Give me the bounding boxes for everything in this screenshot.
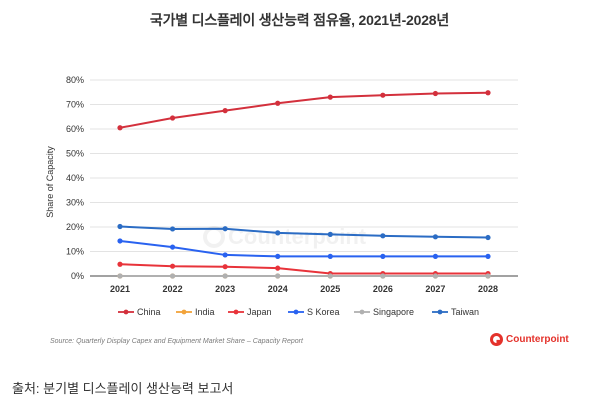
data-point-japan (169, 263, 176, 269)
legend-label-china: China (137, 307, 161, 317)
legend-marker-japan (233, 309, 239, 315)
data-point-singapore (117, 273, 123, 279)
legend-label-india: India (195, 307, 215, 317)
legend-label-s-korea: S Korea (307, 307, 340, 317)
series-line-taiwan (119, 225, 489, 239)
source-caption: 출처: 분기별 디스플레이 생산능력 보고서 (12, 381, 234, 396)
data-point-taiwan (432, 234, 439, 240)
y-tick-label: 20% (66, 222, 84, 232)
data-point-china (117, 125, 123, 131)
data-point-singapore (380, 273, 386, 279)
chart-card: 국가별 디스플레이 생산능력 점유율, 2021년-2028년 Counterp… (6, 4, 593, 360)
data-point-taiwan (380, 233, 386, 239)
data-point-s-korea (485, 253, 491, 259)
data-point-china (432, 90, 439, 97)
y-tick-label: 10% (66, 247, 84, 257)
data-point-taiwan (485, 234, 491, 241)
data-point-s-korea (222, 252, 228, 258)
y-tick-label: 30% (66, 198, 84, 208)
y-axis-label: Share of Capacity (45, 146, 55, 218)
series-line-china (119, 91, 489, 129)
data-point-taiwan (222, 226, 228, 232)
data-point-singapore (432, 273, 439, 279)
legend-label-taiwan: Taiwan (451, 307, 479, 317)
series-line-s-korea (119, 239, 488, 258)
data-point-japan (275, 265, 281, 271)
legend-marker-india (181, 309, 187, 315)
line-chart: Counterpoint 0%10%20%30%40%50%60%70%80% … (45, 75, 518, 317)
y-tick-label: 50% (66, 149, 84, 159)
counterpoint-logo-icon (490, 333, 503, 346)
data-point-s-korea (169, 244, 176, 250)
data-point-china (327, 94, 333, 100)
y-tick-label: 70% (66, 100, 84, 110)
x-tick-label: 2025 (320, 284, 340, 294)
x-tick-label: 2021 (110, 284, 130, 294)
data-point-singapore (275, 273, 281, 279)
legend-marker-china (123, 309, 129, 315)
y-tick-label: 40% (66, 173, 84, 183)
x-tick-label: 2022 (163, 284, 183, 294)
data-point-china (380, 92, 386, 98)
x-tick-label: 2027 (425, 284, 445, 294)
x-tick-label: 2026 (373, 284, 393, 294)
series-line-japan (119, 263, 488, 275)
data-point-s-korea (275, 253, 281, 259)
brand-name: Counterpoint (506, 334, 569, 345)
chart-title: 국가별 디스플레이 생산능력 점유율, 2021년-2028년 (149, 12, 450, 28)
data-point-s-korea (432, 253, 439, 259)
data-point-taiwan (275, 230, 281, 236)
data-point-singapore (222, 273, 228, 279)
data-point-taiwan (117, 223, 123, 230)
data-point-singapore (485, 273, 491, 279)
data-point-china (222, 108, 228, 114)
legend-marker-singapore (359, 309, 365, 315)
legend-label-singapore: Singapore (373, 307, 414, 317)
data-point-s-korea (327, 253, 333, 259)
data-point-japan (117, 261, 123, 267)
source-note: Source: Quarterly Display Capex and Equi… (50, 338, 303, 345)
data-point-s-korea (117, 238, 123, 244)
data-point-japan (222, 264, 228, 270)
data-point-taiwan (169, 226, 176, 232)
data-point-china (169, 115, 176, 121)
data-point-taiwan (327, 231, 333, 237)
brand-logo: Counterpoint (490, 333, 569, 346)
x-tick-label: 2024 (268, 284, 288, 294)
data-point-china (485, 90, 491, 96)
y-tick-label: 60% (66, 124, 84, 134)
data-point-china (275, 100, 281, 106)
x-tick-label: 2028 (478, 284, 498, 294)
legend-marker-taiwan (437, 309, 443, 315)
legend-label-japan: Japan (247, 307, 272, 317)
legend-marker-s-korea (293, 309, 299, 315)
y-tick-label: 80% (66, 75, 84, 85)
data-point-singapore (169, 273, 176, 279)
x-tick-label: 2023 (215, 284, 235, 294)
data-point-singapore (327, 273, 333, 279)
watermark-text: Counterpoint (228, 224, 367, 249)
data-point-s-korea (380, 253, 386, 259)
y-tick-label: 0% (71, 271, 84, 281)
